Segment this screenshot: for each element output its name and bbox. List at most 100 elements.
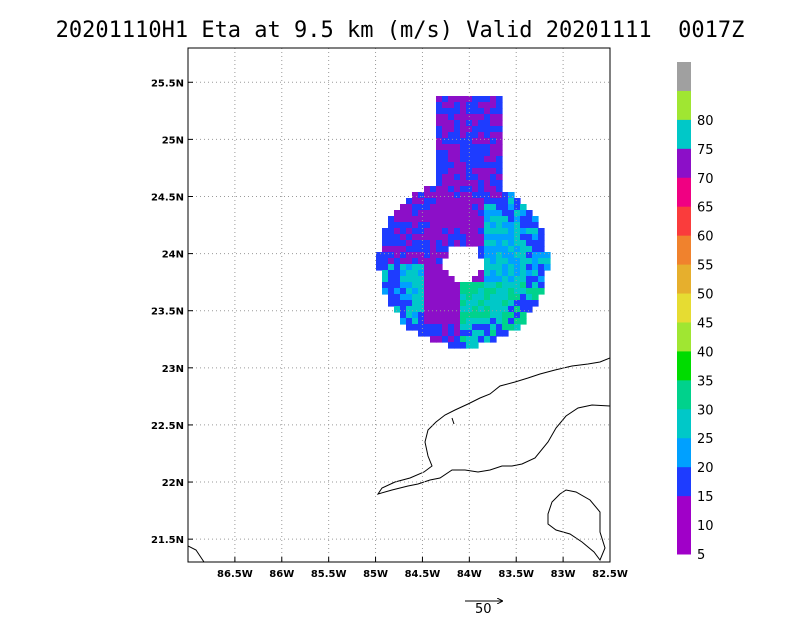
swath-cell <box>448 156 455 163</box>
swath-cell <box>388 234 395 241</box>
swath-cell <box>424 330 431 337</box>
swath-cell <box>448 330 455 337</box>
swath-cell <box>490 324 497 331</box>
lon-tick-label: 86W <box>269 569 294 580</box>
swath-cell <box>436 252 443 259</box>
swath-cell <box>502 270 509 277</box>
swath-cell <box>436 282 443 289</box>
swath-cell <box>508 222 515 229</box>
swath-cell <box>454 96 461 103</box>
swath-cell <box>448 186 455 193</box>
swath-cell <box>394 264 401 271</box>
swath-cell <box>454 114 461 121</box>
swath-cell <box>442 156 449 163</box>
swath-cell <box>466 96 473 103</box>
swath-cell <box>496 258 503 265</box>
swath-cell <box>448 180 455 187</box>
swath-cell <box>508 252 515 259</box>
swath-cell <box>400 204 407 211</box>
lat-tick-label: 23N <box>162 364 184 375</box>
swath-cell <box>496 186 503 193</box>
swath-cell <box>430 312 437 319</box>
swath-cell <box>436 294 443 301</box>
swath-cell <box>466 186 473 193</box>
swath-cell <box>466 330 473 337</box>
swath-cell <box>490 228 497 235</box>
swath-cell <box>484 150 491 157</box>
swath-cell <box>394 216 401 223</box>
swath-cell <box>496 222 503 229</box>
swath-cell <box>400 306 407 313</box>
colorbar-swatch <box>677 467 691 497</box>
swath-cell <box>388 270 395 277</box>
colorbar-label: 35 <box>697 374 714 389</box>
swath-cell <box>472 162 479 169</box>
swath-cell <box>442 150 449 157</box>
swath-cell <box>454 198 461 205</box>
swath-cell <box>466 138 473 145</box>
swath-cell <box>472 198 479 205</box>
swath-cell <box>520 222 527 229</box>
swath-cell <box>466 102 473 109</box>
swath-cell <box>460 114 467 121</box>
swath-cell <box>526 276 533 283</box>
swath-cell <box>448 132 455 139</box>
swath-cell <box>448 144 455 151</box>
swath-cell <box>526 234 533 241</box>
swath-cell <box>406 198 413 205</box>
swath-cell <box>424 288 431 295</box>
swath-cell <box>490 294 497 301</box>
swath-cell <box>496 120 503 127</box>
swath-cell <box>460 162 467 169</box>
swath-cell <box>448 162 455 169</box>
swath-cell <box>496 168 503 175</box>
swath-cell <box>496 96 503 103</box>
colorbar-swatch <box>677 438 691 468</box>
swath-cell <box>460 324 467 331</box>
swath-cell <box>502 306 509 313</box>
swath-cell <box>442 204 449 211</box>
plot-frame <box>187 47 611 563</box>
swath-cell <box>412 252 419 259</box>
swath-cell <box>508 288 515 295</box>
swath-cell <box>418 204 425 211</box>
swath-cell <box>412 324 419 331</box>
swath-cell <box>442 120 449 127</box>
swath-cell <box>514 222 521 229</box>
swath-cell <box>382 264 389 271</box>
swath-cell <box>418 258 425 265</box>
swath-cell <box>502 324 509 331</box>
swath-cell <box>448 204 455 211</box>
colorbar-swatch <box>677 206 691 237</box>
colorbar-swatch <box>677 293 691 323</box>
swath-cell <box>478 198 485 205</box>
swath-cell <box>448 336 455 343</box>
swath-cell <box>448 174 455 181</box>
swath-cell <box>454 240 461 247</box>
swath-cell <box>442 330 449 337</box>
swath-cell <box>460 168 467 175</box>
swath-cell <box>436 132 443 139</box>
swath-cell <box>466 300 473 307</box>
swath-cell <box>526 288 533 295</box>
swath-cell <box>400 210 407 217</box>
swath-cell <box>454 222 461 229</box>
swath-cell <box>532 300 539 307</box>
swath-cell <box>520 246 527 253</box>
swath-cell <box>412 204 419 211</box>
lon-tick-label: 86.5W <box>217 569 253 580</box>
swath-cell <box>448 318 455 325</box>
swath-cell <box>484 138 491 145</box>
swath-cell <box>412 216 419 223</box>
swath-cell <box>388 252 395 259</box>
swath-cell <box>520 294 527 301</box>
swath-cell <box>406 246 413 253</box>
swath-cell <box>418 222 425 229</box>
swath-cell <box>430 234 437 241</box>
swath-cell <box>502 276 509 283</box>
swath-cell <box>418 294 425 301</box>
swath-cell <box>532 240 539 247</box>
swath-cell <box>526 270 533 277</box>
swath-cell <box>520 252 527 259</box>
swath-cell <box>394 240 401 247</box>
